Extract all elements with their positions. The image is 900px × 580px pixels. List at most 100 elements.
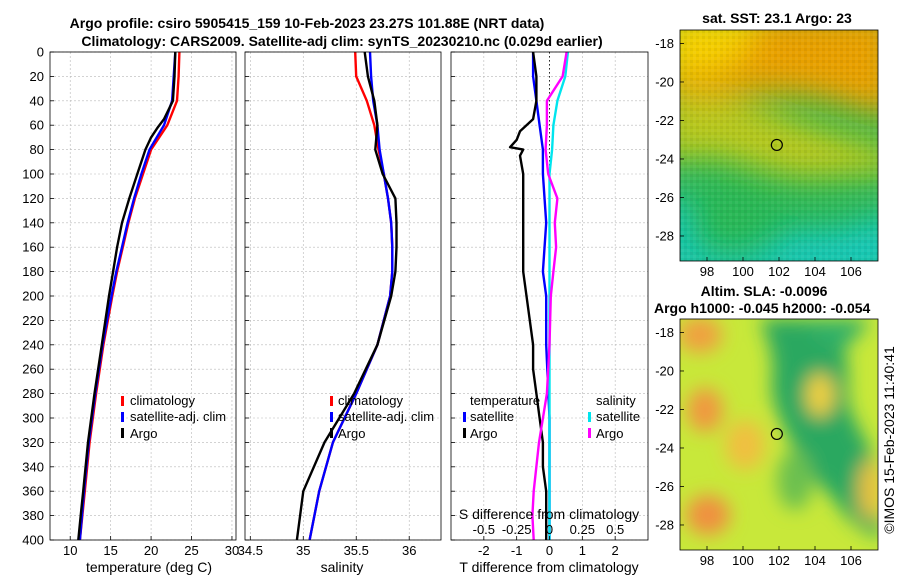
title-line-1: Argo profile: csiro 5905415_159 10-Feb-2… — [70, 15, 545, 31]
map-ytick-label: -18 — [655, 36, 674, 51]
sla-high-w — [687, 388, 723, 432]
legend-argo-swatch — [121, 428, 124, 438]
legend-s-argo-label: Argo — [596, 426, 623, 441]
ytick-label: 340 — [22, 459, 44, 474]
map-xtick-label: 102 — [768, 264, 790, 279]
s-difference-label: S difference from climatology — [459, 506, 639, 522]
sst-texture — [680, 30, 878, 261]
xtick-label: 35 — [296, 543, 310, 558]
legend-satellite-label: satellite-adj. clim — [130, 409, 226, 424]
ytick-label: 240 — [22, 337, 44, 352]
sla-low-north — [800, 319, 870, 350]
sla-high-sw — [686, 495, 730, 535]
map-ytick-label: -24 — [655, 440, 674, 455]
sla-argo-location-marker — [770, 427, 783, 441]
xtick-label: 30 — [225, 543, 239, 558]
xtick-label: 2 — [612, 543, 619, 558]
ytick-label: 140 — [22, 215, 44, 230]
copyright-label: ©IMOS 15-Feb-2023 11:40:41 — [881, 346, 897, 534]
ytick-label: 20 — [30, 69, 44, 84]
ytick-label: 100 — [22, 167, 44, 182]
legend-argo-swatch — [330, 428, 333, 438]
legend-satellite-swatch — [330, 412, 333, 422]
ytick-label: 60 — [30, 118, 44, 133]
ytick-label: 200 — [22, 289, 44, 304]
temperature-legend: climatology satellite-adj. clim Argo — [121, 393, 226, 441]
ytick-label: 180 — [22, 264, 44, 279]
xtick-label: 34.5 — [238, 543, 263, 558]
map-ytick-label: -24 — [655, 151, 674, 166]
sst-map: sat. SST: 23.1 Argo: 23 -18 -20 -22 -24 -26 -… — [655, 10, 879, 279]
xtick-label: 15 — [103, 543, 117, 558]
ytick-label: 400 — [22, 533, 44, 548]
xtick-label: 1 — [579, 543, 586, 558]
map-ytick-label: -18 — [655, 325, 674, 340]
map-ytick-label: -20 — [655, 363, 674, 378]
xtick-label: 36 — [402, 543, 416, 558]
map-ytick-label: -22 — [655, 113, 674, 128]
xtick-label: -1 — [511, 543, 523, 558]
map-ytick-label: -22 — [655, 402, 674, 417]
argo-line — [295, 52, 398, 540]
xtick-label: 25 — [184, 543, 198, 558]
ytick-label: 80 — [30, 142, 44, 157]
legend-s-argo-swatch — [588, 428, 591, 438]
map-xtick-label: 106 — [840, 553, 862, 568]
map-ytick-label: -26 — [655, 479, 674, 494]
ytick-label: 380 — [22, 508, 44, 523]
map-ytick-label: -28 — [655, 228, 674, 243]
sst-argo-location-marker — [770, 138, 783, 152]
sst-map-title: sat. SST: 23.1 Argo: 23 — [702, 10, 852, 26]
ytick-label: 320 — [22, 435, 44, 450]
legend-climatology-swatch — [121, 396, 124, 406]
map-ytick-label: -20 — [655, 74, 674, 89]
legend-t-satellite-swatch — [463, 412, 466, 422]
top-xtick-label: 0 — [546, 522, 553, 537]
map-xtick-label: 100 — [732, 264, 754, 279]
legend-s-satellite-swatch — [588, 412, 591, 422]
legend-t-argo-label: Argo — [470, 426, 497, 441]
xtick-label: -2 — [478, 543, 490, 558]
legend-s-satellite-label: satellite — [596, 409, 640, 424]
legend-climatology-swatch — [330, 396, 333, 406]
map-xtick-label: 102 — [768, 553, 790, 568]
top-xtick-label: -0.25 — [502, 522, 532, 537]
xtick-label: 20 — [144, 543, 158, 558]
map-xtick-label: 104 — [804, 553, 826, 568]
legend-t-argo-swatch — [463, 428, 466, 438]
xtick-label: 0 — [546, 543, 553, 558]
legend-satellite-label: satellite-adj. clim — [338, 409, 434, 424]
map-xtick-label: 98 — [700, 264, 714, 279]
ytick-label: 0 — [37, 45, 44, 60]
sla-map: Altim. SLA: -0.0096 Argo h1000: -0.045 h… — [654, 283, 879, 568]
xtick-label: 35.5 — [344, 543, 369, 558]
salinity-xlabel: salinity — [321, 559, 364, 575]
top-xtick-label: 0.25 — [570, 522, 595, 537]
ytick-label: 360 — [22, 484, 44, 499]
xtick-label: 10 — [63, 543, 77, 558]
ytick-label: 120 — [22, 191, 44, 206]
legend-climatology-label: climatology — [338, 393, 404, 408]
sla-low-south — [777, 450, 813, 510]
ytick-label: 160 — [22, 240, 44, 255]
legend-climatology-label: climatology — [130, 393, 196, 408]
salinity-panel: 34.5 35 35.5 36 salinity climatology satell… — [238, 51, 442, 575]
sla-high-se — [858, 460, 878, 520]
ytick-label: 220 — [22, 313, 44, 328]
sla-title-line-2: Argo h1000: -0.045 h2000: -0.054 — [654, 300, 871, 316]
title-line-2: Climatology: CARS2009. Satellite-adj cli… — [81, 33, 602, 49]
difference-legend: temperature satellite Argo salinity sate… — [463, 393, 640, 441]
t-argo-diff-line — [508, 52, 548, 540]
s-argo-diff-line — [531, 52, 568, 540]
argo-line — [77, 52, 177, 540]
top-xtick-label: -0.5 — [473, 522, 495, 537]
t-difference-xlabel: T difference from climatology — [459, 559, 638, 575]
map-xtick-label: 106 — [840, 264, 862, 279]
sla-high-e — [806, 373, 834, 417]
temperature-panel: 0 20 40 60 80 100 120 140 160 180 200 220 240 260 280 3… — [22, 45, 239, 576]
ytick-label: 40 — [30, 93, 44, 108]
sla-title-line-1: Altim. SLA: -0.0096 — [701, 283, 828, 299]
map-ytick-label: -26 — [655, 190, 674, 205]
sla-high-center — [725, 420, 765, 470]
